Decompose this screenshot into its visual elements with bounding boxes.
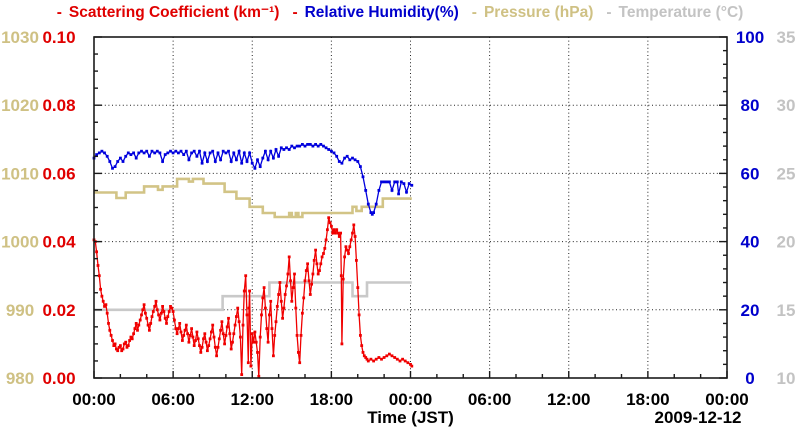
x-axis-title: Time (JST) <box>367 408 454 427</box>
humidity-tick-label: 40 <box>741 233 760 252</box>
x-tick-label: 12:00 <box>547 390 590 409</box>
legend-item-temperature: - Temperature (°C) <box>606 4 743 22</box>
humidity-tick-label: 60 <box>741 164 760 183</box>
scattering-tick-label: 0.10 <box>42 28 75 47</box>
chart-legend: - Scattering Coefficient (km⁻¹) - Relative… <box>0 3 800 22</box>
x-tick-label: 06:00 <box>468 390 511 409</box>
humidity-tick-label: 100 <box>736 28 764 47</box>
legend-item-humidity: - Relative Humidity(%) <box>292 4 458 22</box>
scattering-tick-label: 0.04 <box>42 233 76 252</box>
legend-dash-humidity: - <box>292 3 298 21</box>
humidity-tick-label: 80 <box>741 96 760 115</box>
pressure-tick-label: 1030 <box>1 28 39 47</box>
pressure-tick-label: 1000 <box>1 233 39 252</box>
humidity-series-markers <box>92 143 414 216</box>
temperature-series-line <box>94 281 412 312</box>
legend-label-pressure: Pressure (hPa) <box>483 3 594 21</box>
legend-dash-scattering: - <box>56 3 62 21</box>
scattering-tick-label: 0.06 <box>42 164 75 183</box>
temperature-tick-label: 15 <box>777 301 796 320</box>
x-tick-label: 00:00 <box>389 390 432 409</box>
x-tick-label: 00:00 <box>72 390 115 409</box>
humidity-tick-label: 20 <box>741 301 760 320</box>
humidity-tick-label: 0 <box>745 369 754 388</box>
x-tick-label: 12:00 <box>231 390 274 409</box>
x-tick-label: 18:00 <box>626 390 669 409</box>
x-tick-label: 06:00 <box>151 390 194 409</box>
temperature-tick-label: 20 <box>777 233 796 252</box>
scattering-tick-label: 0.00 <box>42 369 75 388</box>
scattering-tick-label: 0.02 <box>42 301 75 320</box>
legend-dash-temperature: - <box>606 3 612 21</box>
legend-dash-pressure: - <box>471 3 477 21</box>
temperature-tick-label: 25 <box>777 164 796 183</box>
humidity-series-line <box>93 143 413 216</box>
pressure-tick-label: 1010 <box>1 164 39 183</box>
pressure-series-line <box>94 177 412 219</box>
legend-label-scattering: Scattering Coefficient (km⁻¹) <box>68 4 280 21</box>
legend-label-humidity: Relative Humidity(%) <box>304 3 459 21</box>
pressure-tick-label: 990 <box>6 301 34 320</box>
x-tick-label: 00:00 <box>705 390 748 409</box>
pressure-tick-label: 1020 <box>1 96 39 115</box>
legend-item-scattering: - Scattering Coefficient (km⁻¹) <box>57 3 280 22</box>
scattering-tick-label: 0.08 <box>42 96 75 115</box>
temperature-tick-label: 35 <box>777 28 796 47</box>
legend-label-temperature: Temperature (°C) <box>618 3 744 21</box>
temperature-tick-label: 10 <box>777 369 796 388</box>
x-tick-label: 18:00 <box>310 390 353 409</box>
pressure-tick-label: 980 <box>6 369 34 388</box>
temperature-tick-label: 30 <box>777 96 796 115</box>
date-label: 2009-12-12 <box>654 408 742 427</box>
legend-item-pressure: - Pressure (hPa) <box>472 4 594 22</box>
